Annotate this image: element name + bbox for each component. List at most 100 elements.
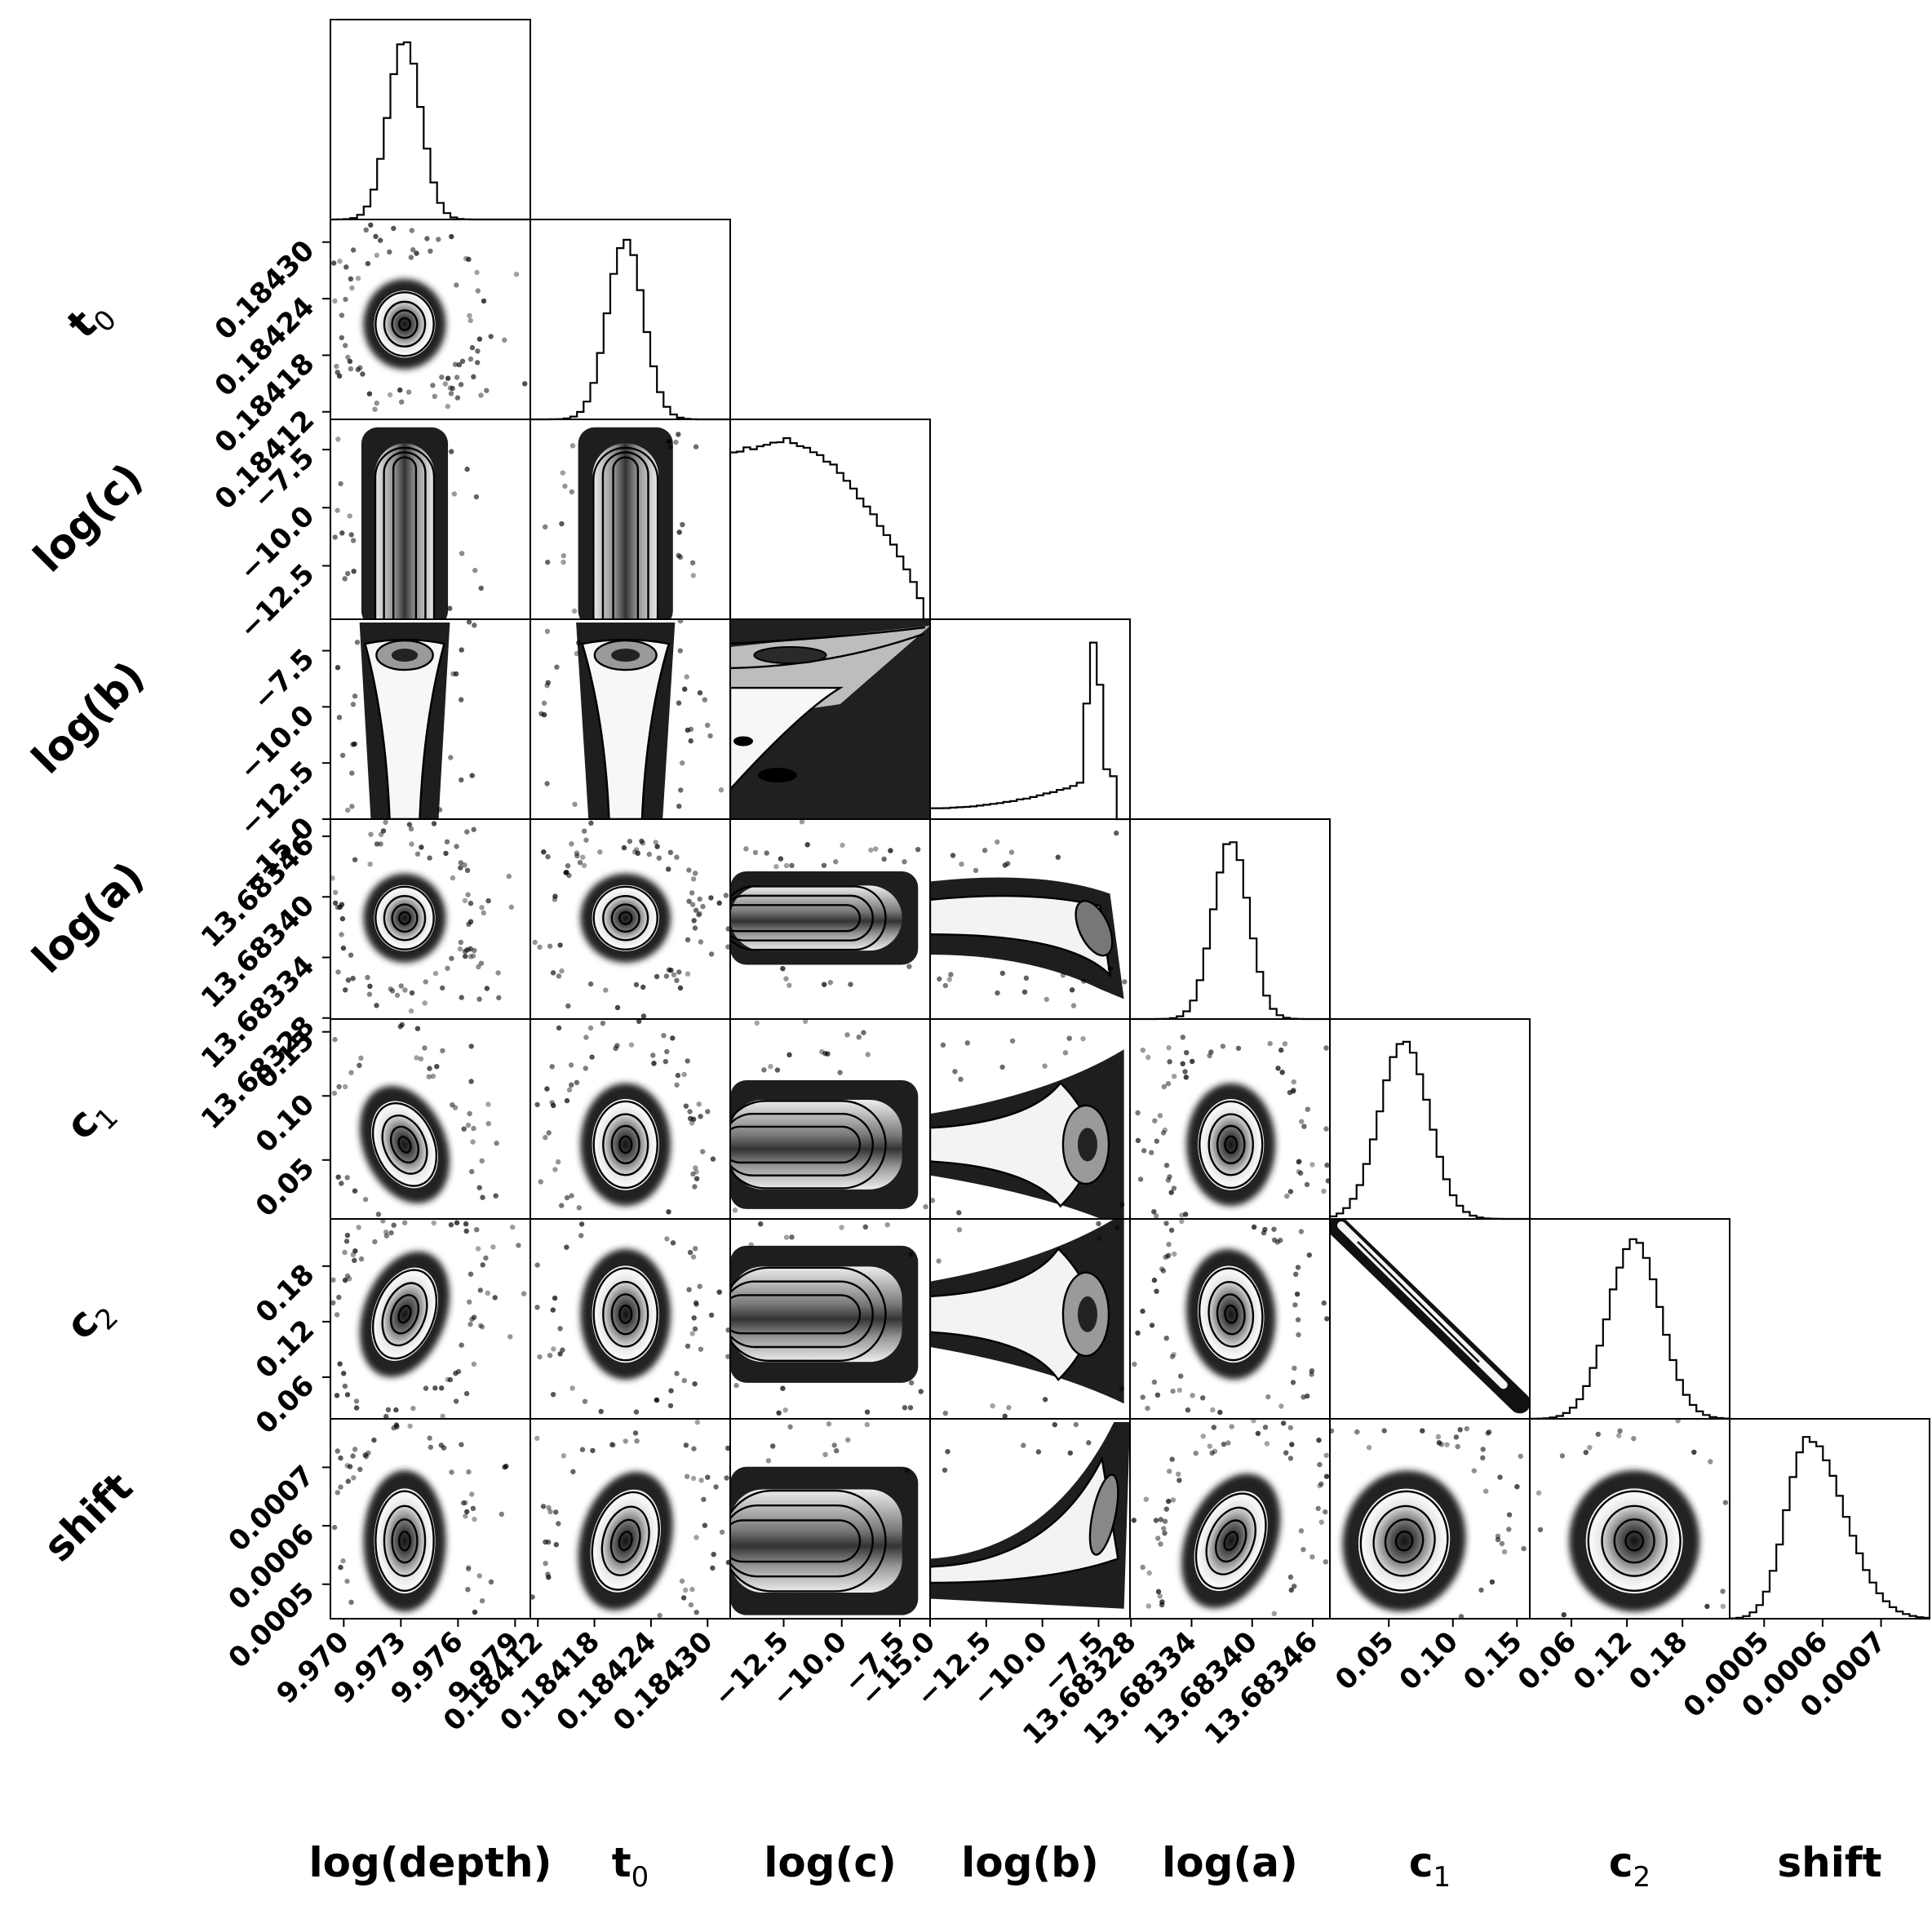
sample-point [686,898,692,904]
sample-point [472,623,477,628]
sample-point [628,1042,635,1048]
y-tick-label: 0.05 [250,1152,321,1224]
sample-point [463,1228,469,1234]
sample-point [865,1052,871,1057]
sample-point [1323,1509,1328,1515]
sample-point [862,1224,869,1230]
sample-point [557,1351,563,1357]
sample-point [513,272,520,277]
sample-point [459,551,465,556]
contour-line [592,1100,658,1190]
sample-point [357,1062,362,1069]
sample-point [537,1354,543,1360]
sample-point [476,1185,482,1190]
contour-line [374,291,435,357]
sample-point [432,1385,438,1391]
sample-point [334,1393,340,1398]
sample-point [956,1227,963,1233]
sample-point [1301,1123,1307,1129]
sample-point [1163,1336,1169,1341]
sample-point [1179,1219,1185,1225]
sample-point [339,932,344,937]
contour-line [1216,1124,1246,1165]
sample-point [1262,1425,1269,1430]
contour-line [1359,1490,1449,1592]
sample-point [1537,1527,1544,1533]
contour-line [1208,1281,1255,1348]
sample-point [352,1188,358,1194]
sample-point [582,828,587,834]
sample-point [1318,1481,1324,1487]
sample-point [545,853,551,860]
panel-7-0 [330,1418,531,1620]
sample-point [674,1082,680,1088]
sample-point [1282,1041,1288,1047]
sample-point [982,848,988,853]
sample-point [1207,1443,1213,1449]
sample-point [1163,1506,1170,1512]
sample-point [1487,1429,1492,1435]
sample-point [780,1385,786,1391]
contour-line [602,1280,649,1348]
sample-point [431,821,437,826]
contour-line [371,1269,438,1360]
sample-point [787,982,792,988]
sample-point [343,343,348,348]
sample-point [474,269,480,276]
contour-line [730,885,887,951]
sample-point [476,1573,482,1579]
sample-point [330,875,335,881]
x-tick-label: 0.12 [1567,1625,1639,1697]
sample-point [1178,1373,1184,1379]
sample-point [352,1257,357,1264]
contour-line [600,1505,650,1576]
sample-point [1167,1469,1172,1474]
sample-point [478,960,485,966]
sample-point [348,1070,354,1075]
hist-logc [729,419,931,621]
sample-point [344,1175,350,1181]
contour-line [730,894,874,942]
density-fill [730,885,902,951]
sample-point [454,374,460,380]
hist-logdepth [330,19,531,221]
sample-point [348,952,354,958]
x-axis-label: log(c) [764,1839,897,1886]
x-axis-label: c1 [1409,1839,1451,1894]
panel-7-2 [729,1418,931,1620]
sample-point [671,972,677,978]
sample-point [1324,1162,1330,1168]
sample-point [1096,1221,1101,1227]
sample-point [428,1444,433,1451]
sample-point [464,867,471,874]
sample-point [541,849,547,855]
sample-point [475,348,481,354]
sample-point [923,1203,928,1210]
sample-point [690,1254,697,1260]
sample-point [543,1561,548,1566]
sample-point [1097,1235,1102,1242]
sample-point [803,1019,809,1024]
contour-line [374,446,436,619]
sample-point [693,444,699,450]
sample-point [449,449,454,454]
sample-point [1309,1162,1315,1168]
sample-point [574,650,580,657]
sample-point [587,1025,594,1031]
sample-point [354,640,361,645]
sample-point [387,392,393,398]
sample-point [474,1227,480,1233]
sample-point [1306,1252,1313,1258]
sample-point [447,605,453,611]
sample-point [1704,1603,1710,1610]
sample-point [1155,1589,1162,1595]
contour-line [618,1135,633,1154]
sample-point [345,807,351,813]
x-axis-label: log(depth) [309,1839,552,1886]
sample-point [502,1465,507,1470]
sample-point [336,373,343,379]
sample-point [490,1244,496,1250]
sample-point [463,1390,470,1397]
contour-line [602,895,649,942]
sample-point [431,1220,436,1226]
